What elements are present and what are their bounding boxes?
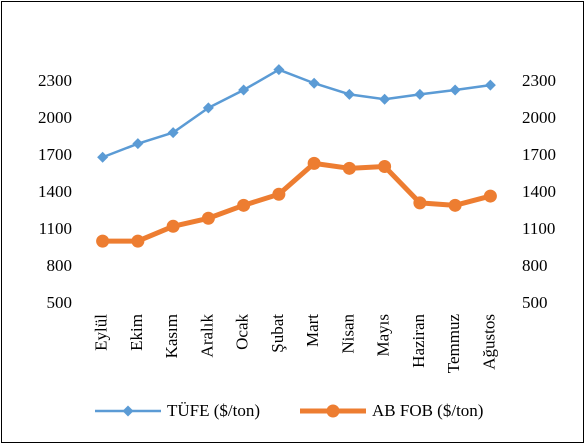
legend-marker — [122, 405, 134, 417]
y2-tick-label: 800 — [522, 256, 548, 275]
x-tick-label: Eylül — [92, 314, 111, 351]
data-point — [166, 219, 180, 233]
x-tick-label: Ocak — [233, 314, 252, 350]
legend-label: TÜFE ($/ton) — [167, 401, 260, 420]
data-point — [414, 88, 426, 100]
x-tick-label: Mayıs — [374, 314, 393, 357]
legend-label: AB FOB ($/ton) — [372, 401, 483, 420]
y-tick-label: 2000 — [38, 108, 72, 127]
legend-item: AB FOB ($/ton) — [300, 401, 483, 420]
data-point — [272, 187, 286, 201]
data-point — [379, 93, 391, 105]
legend-marker — [326, 404, 340, 418]
x-tick-label: Ekim — [127, 314, 146, 351]
data-point — [132, 138, 144, 150]
y2-tick-label: 2300 — [522, 71, 556, 90]
data-point — [308, 77, 320, 89]
data-point — [238, 84, 250, 96]
data-point — [483, 189, 497, 203]
y2-tick-label: 1100 — [522, 219, 555, 238]
y2-tick-label: 1400 — [522, 182, 556, 201]
y2-tick-label: 1700 — [522, 145, 556, 164]
data-point — [484, 79, 496, 91]
x-tick-label: Haziran — [409, 314, 428, 368]
x-tick-label: Kasım — [162, 314, 181, 358]
data-point — [131, 234, 145, 248]
data-point — [167, 127, 179, 139]
y2-tick-label: 500 — [522, 293, 548, 312]
data-point — [202, 102, 214, 114]
y-tick-label: 2300 — [38, 71, 72, 90]
x-tick-label: Şubat — [268, 314, 287, 353]
y-tick-label: 500 — [47, 293, 73, 312]
y-tick-label: 1700 — [38, 145, 72, 164]
data-point — [342, 161, 356, 175]
data-point — [343, 88, 355, 100]
data-point — [413, 196, 427, 210]
data-point — [97, 151, 109, 163]
data-point — [237, 198, 251, 212]
x-tick-label: Aralık — [197, 314, 216, 358]
data-point — [273, 64, 285, 76]
data-point — [378, 159, 392, 173]
y2-tick-label: 2000 — [522, 108, 556, 127]
data-point — [307, 156, 321, 170]
data-point — [201, 211, 215, 225]
data-point — [449, 84, 461, 96]
y-tick-label: 800 — [47, 256, 73, 275]
data-point — [96, 234, 110, 248]
data-point — [448, 198, 462, 212]
x-tick-label: Mart — [303, 314, 322, 347]
series-line — [102, 68, 491, 159]
y-tick-label: 1100 — [39, 219, 72, 238]
x-tick-label: Temmuz — [444, 314, 463, 374]
legend-item: TÜFE ($/ton) — [95, 401, 260, 420]
y-tick-label: 1400 — [38, 182, 72, 201]
x-tick-label: Ağustos — [479, 314, 498, 370]
x-tick-label: Nisan — [338, 314, 357, 354]
